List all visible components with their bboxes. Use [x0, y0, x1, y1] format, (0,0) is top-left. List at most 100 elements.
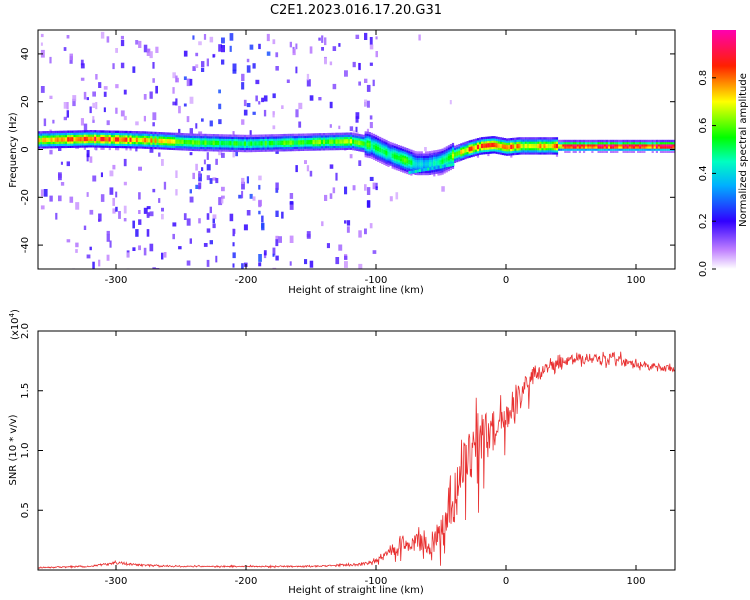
- ridge-cell: [454, 160, 457, 163]
- noise-cell: [241, 190, 244, 199]
- ridge-cell: [435, 154, 438, 157]
- ridge-cell: [474, 140, 477, 144]
- ridge-cell: [160, 147, 163, 150]
- ridge-cell: [212, 144, 215, 148]
- ridge-cell: [308, 142, 311, 145]
- noise-cell: [69, 53, 73, 60]
- ridge-cell: [375, 149, 378, 153]
- ridge-cell: [206, 146, 209, 150]
- ridge-cell: [139, 131, 143, 134]
- ridge-cell: [56, 135, 59, 138]
- ridge-cell: [96, 138, 99, 142]
- ridge-cell: [445, 161, 448, 164]
- ridge-cell: [119, 132, 122, 136]
- ridge-cell: [83, 138, 86, 142]
- ridge-cell: [499, 152, 502, 155]
- ridge-cell: [71, 134, 74, 138]
- spectrogram-y-label: Frequency (Hz): [8, 112, 19, 188]
- ridge-cell: [533, 152, 536, 155]
- ridge-cell: [370, 137, 373, 140]
- noise-cell: [272, 247, 276, 256]
- ridge-cell: [626, 148, 629, 151]
- ridge-cell: [535, 141, 538, 144]
- ridge-cell: [435, 166, 438, 169]
- ridge-cell: [481, 137, 484, 140]
- ridge-cell: [175, 139, 178, 142]
- noise-cell: [146, 206, 151, 210]
- ridge-cell: [566, 144, 569, 147]
- ridge-cell: [468, 149, 471, 152]
- ridge-cell: [300, 137, 303, 141]
- ridge-cell: [191, 135, 195, 139]
- ridge-cell: [94, 130, 97, 133]
- ridge-cell: [50, 139, 53, 142]
- ridge-cell: [291, 138, 294, 141]
- ridge-cell: [591, 142, 594, 145]
- ridge-cell: [312, 148, 315, 151]
- ridge-cell: [441, 152, 444, 156]
- noise-cell: [275, 182, 279, 190]
- ridge-cell: [167, 143, 170, 146]
- ridge-cell: [368, 138, 371, 141]
- ridge-cell: [69, 141, 72, 144]
- ridge-cell: [431, 155, 434, 158]
- ridge-cell: [566, 146, 569, 149]
- ridge-cell: [142, 139, 145, 143]
- ridge-cell: [139, 144, 143, 147]
- noise-cell: [332, 187, 336, 194]
- noise-cell: [92, 102, 96, 108]
- ridge-cell: [578, 142, 581, 145]
- noise-cell: [163, 181, 167, 190]
- ridge-cell: [271, 142, 274, 146]
- noise-cell: [123, 158, 127, 167]
- ridge-cell: [391, 153, 394, 156]
- ridge-cell: [468, 144, 471, 147]
- ridge-cell: [69, 139, 72, 142]
- ridge-cell: [418, 159, 421, 163]
- ridge-cell: [393, 145, 396, 148]
- ridge-cell: [670, 142, 673, 145]
- ridge-cell: [364, 142, 367, 145]
- noise-cell: [138, 40, 142, 48]
- ridge-cell: [327, 148, 330, 151]
- ridge-cell: [343, 139, 346, 142]
- ridge-cell: [458, 152, 461, 155]
- ridge-cell: [381, 155, 384, 158]
- ridge-cell: [102, 141, 105, 144]
- ridge-cell: [460, 151, 463, 155]
- ridge-cell: [160, 142, 163, 146]
- ridge-cell: [533, 143, 536, 146]
- ridge-cell: [273, 142, 276, 146]
- ridge-cell: [152, 138, 155, 141]
- ridge-cell: [437, 149, 440, 152]
- noise-cell: [198, 182, 202, 189]
- ridge-cell: [377, 155, 380, 158]
- noise-cell: [152, 188, 156, 193]
- ridge-cell: [358, 142, 361, 145]
- ridge-cell: [314, 137, 317, 140]
- ridge-cell: [497, 145, 500, 148]
- ridge-cell: [169, 132, 172, 135]
- ridge-cell: [277, 136, 280, 139]
- ridge-cell: [298, 146, 301, 149]
- ridge-cell: [639, 150, 642, 153]
- noise-cell: [40, 42, 43, 46]
- colorbar-scale: [712, 30, 736, 269]
- ridge-cell: [173, 145, 176, 148]
- ridge-cell: [177, 135, 180, 138]
- ridge-cell: [137, 139, 140, 143]
- ridge-cell: [256, 138, 259, 142]
- ridge-cell: [271, 145, 274, 148]
- ridge-cell: [358, 133, 361, 137]
- ridge-cell: [404, 166, 407, 169]
- ridge-cell: [162, 142, 165, 146]
- ridge-cell: [418, 153, 421, 156]
- ridge-cell: [268, 149, 272, 152]
- ridge-cell: [451, 157, 455, 161]
- ridge-cell: [243, 139, 247, 142]
- ridge-cell: [206, 136, 209, 139]
- ridge-cell: [379, 151, 382, 155]
- ridge-cell: [320, 146, 324, 149]
- ridge-cell: [495, 136, 498, 139]
- noise-cell: [112, 198, 115, 206]
